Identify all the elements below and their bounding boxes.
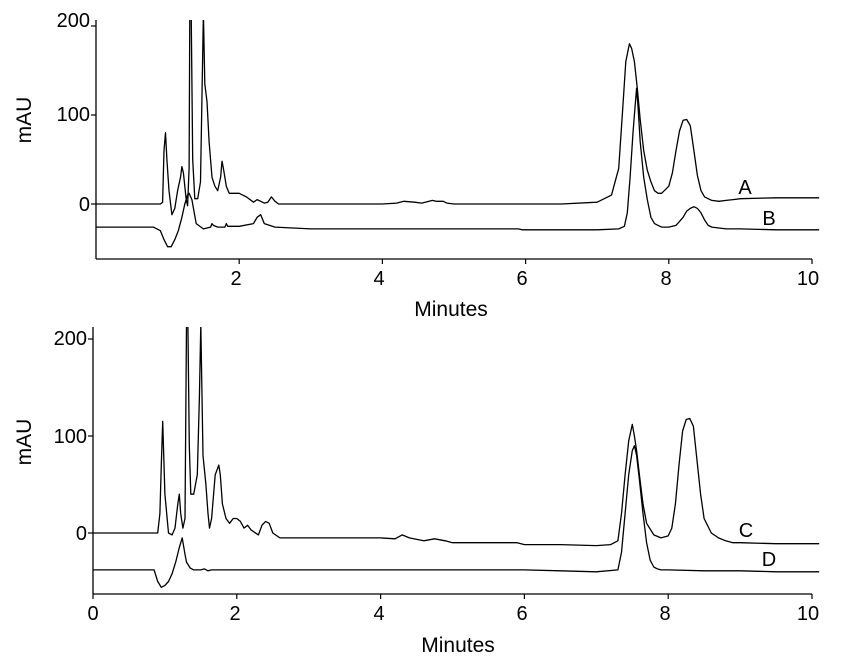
y-tick-label-200: 200	[57, 10, 90, 32]
y-tick-label-200: 200	[54, 328, 87, 350]
x-tick-label-10: 10	[797, 603, 819, 625]
y-tick-label-0: 0	[76, 523, 87, 545]
x-tick-label-2: 2	[230, 268, 241, 290]
y-tick-label-0: 0	[79, 194, 90, 216]
chromatogram-panel-top: 200 100 0 2 4 6 8 10 Minutes mAU A B	[13, 10, 820, 321]
x-tick-label-4: 4	[373, 268, 384, 290]
chromatogram-panel-bottom: 200 100 0 0 2 4 6 8 10 Minutes mAU C D	[13, 327, 820, 657]
x-tick-label-0: 0	[87, 603, 98, 625]
x-tick-label-8: 8	[659, 603, 670, 625]
trace-line-b	[96, 87, 820, 248]
x-tick-label-6: 6	[516, 268, 527, 290]
y-tick-label-100: 100	[57, 104, 90, 126]
y-axis-title-bottom: mAU	[13, 419, 36, 466]
trace-label-d: D	[762, 549, 776, 571]
x-tick-label-8: 8	[660, 268, 671, 290]
trace-label-c: C	[739, 520, 753, 542]
trace-label-b: B	[762, 208, 775, 230]
trace-line-c	[93, 327, 820, 547]
x-tick-label-6: 6	[516, 603, 527, 625]
x-axis-title-bottom: Minutes	[421, 634, 495, 657]
trace-line-d	[93, 445, 820, 588]
y-tick-label-100: 100	[54, 426, 87, 448]
x-tick-label-4: 4	[373, 603, 384, 625]
y-axis-title-top: mAU	[13, 97, 36, 144]
x-axis-title-top: Minutes	[414, 298, 488, 321]
trace-line-a	[96, 20, 820, 216]
x-tick-label-2: 2	[229, 603, 240, 625]
x-tick-label-10: 10	[797, 268, 819, 290]
trace-label-a: A	[738, 177, 752, 199]
